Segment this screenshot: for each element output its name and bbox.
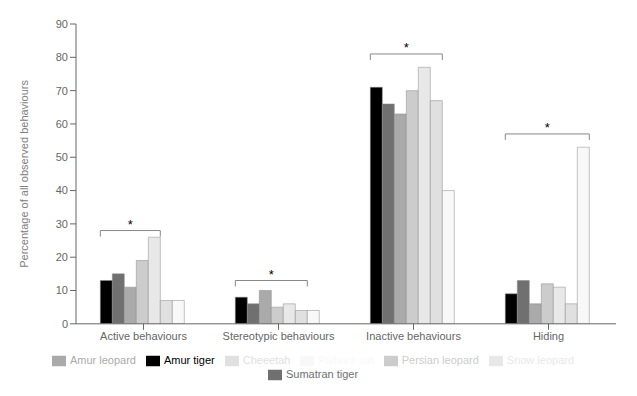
html-text:Cheeetah: Cheeetah <box>242 353 291 366</box>
svg-text:*: * <box>404 40 409 55</box>
svg-text:*: * <box>545 120 550 135</box>
html-text:Snow leopard: Snow leopard <box>506 353 575 366</box>
svg-text:40: 40 <box>56 184 68 196</box>
svg-text:60: 60 <box>56 118 68 130</box>
html-text:Amur tiger: Amur tiger <box>164 353 215 366</box>
svg-text:Hiding: Hiding <box>533 330 564 342</box>
svg-text:50: 50 <box>56 151 68 163</box>
svg-text:30: 30 <box>56 218 68 230</box>
svg-text:*: * <box>128 217 133 232</box>
html-text:Amur leopard: Amur leopard <box>69 353 136 366</box>
svg-text:Inactive behaviours: Inactive behaviours <box>366 330 461 342</box>
html-text:Persian leopard: Persian leopard <box>401 353 479 366</box>
html-text:Sumatran tiger: Sumatran tiger <box>285 367 359 380</box>
html-text:Pallas's cat: Pallas's cat <box>318 353 374 366</box>
svg-text:80: 80 <box>56 51 68 63</box>
svg-text:0: 0 <box>62 318 68 330</box>
svg-text:10: 10 <box>56 284 68 296</box>
svg-text:90: 90 <box>56 18 68 30</box>
svg-text:Percentage of all observed beh: Percentage of all observed behaviours <box>18 80 30 268</box>
svg-text:70: 70 <box>56 85 68 97</box>
svg-text:*: * <box>269 267 274 282</box>
svg-text:Stereotypic behaviours: Stereotypic behaviours <box>223 330 335 342</box>
svg-text:20: 20 <box>56 251 68 263</box>
svg-text:Active behaviours: Active behaviours <box>100 330 187 342</box>
